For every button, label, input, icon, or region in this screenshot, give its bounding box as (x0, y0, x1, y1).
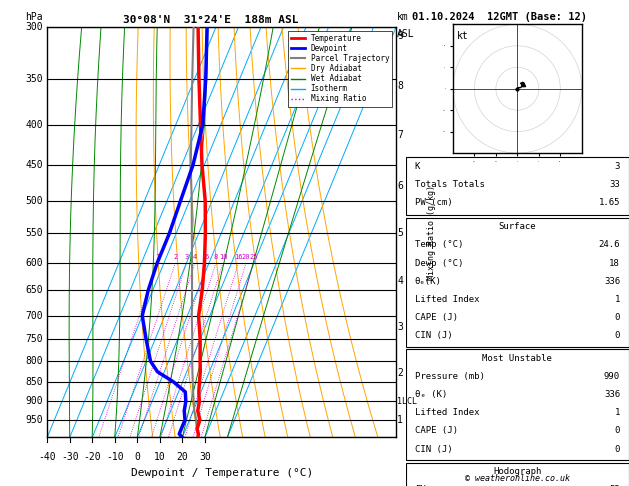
Text: 3: 3 (184, 254, 189, 260)
Bar (406, 463, 629, 486)
Text: Lifted Index: Lifted Index (415, 408, 479, 417)
Text: 0: 0 (615, 445, 620, 453)
Text: 336: 336 (604, 390, 620, 399)
Text: 550: 550 (25, 228, 43, 239)
Text: 30°08'N  31°24'E  188m ASL: 30°08'N 31°24'E 188m ASL (123, 15, 298, 25)
Text: 33: 33 (610, 180, 620, 189)
Text: ASL: ASL (398, 29, 415, 39)
Text: 4: 4 (398, 276, 403, 286)
Text: 30: 30 (199, 452, 211, 462)
Text: 9: 9 (398, 31, 403, 41)
Legend: Temperature, Dewpoint, Parcel Trajectory, Dry Adiabat, Wet Adiabat, Isotherm, Mi: Temperature, Dewpoint, Parcel Trajectory… (288, 31, 392, 106)
Text: -40: -40 (38, 452, 56, 462)
Text: 0: 0 (615, 313, 620, 322)
Text: 0: 0 (615, 427, 620, 435)
Text: 990: 990 (604, 372, 620, 381)
Text: 650: 650 (25, 285, 43, 295)
Text: 3: 3 (615, 162, 620, 171)
Text: 1: 1 (615, 295, 620, 304)
Text: Hodograph: Hodograph (493, 467, 542, 476)
Text: 900: 900 (25, 397, 43, 406)
Text: Dewpoint / Temperature (°C): Dewpoint / Temperature (°C) (131, 468, 313, 478)
Text: 7: 7 (398, 130, 403, 140)
Text: 24.6: 24.6 (599, 241, 620, 249)
Text: 300: 300 (25, 22, 43, 32)
Text: 1.65: 1.65 (599, 198, 620, 207)
Text: 600: 600 (25, 258, 43, 268)
Text: θₑ (K): θₑ (K) (415, 390, 447, 399)
Text: CIN (J): CIN (J) (415, 331, 452, 340)
Text: 6: 6 (205, 254, 209, 260)
Text: 2: 2 (173, 254, 177, 260)
Text: kt: kt (457, 31, 469, 41)
Text: 16: 16 (234, 254, 243, 260)
Text: 800: 800 (25, 356, 43, 366)
Text: θₑ(K): θₑ(K) (415, 277, 442, 286)
Text: 01.10.2024  12GMT (Base: 12): 01.10.2024 12GMT (Base: 12) (412, 12, 587, 22)
Text: 0: 0 (615, 331, 620, 340)
Text: 400: 400 (25, 120, 43, 130)
Text: hPa: hPa (25, 12, 43, 22)
Text: 10: 10 (219, 254, 227, 260)
Text: 350: 350 (25, 74, 43, 84)
Text: 2: 2 (398, 368, 403, 378)
Text: CIN (J): CIN (J) (415, 445, 452, 453)
Text: Pressure (mb): Pressure (mb) (415, 372, 484, 381)
Text: 5: 5 (398, 228, 403, 239)
Text: 850: 850 (25, 377, 43, 387)
Text: 500: 500 (25, 196, 43, 206)
Text: 20: 20 (242, 254, 250, 260)
Text: 750: 750 (25, 334, 43, 344)
Text: 20: 20 (176, 452, 188, 462)
Text: Temp (°C): Temp (°C) (415, 241, 463, 249)
Text: Mixing Ratio (g/kg): Mixing Ratio (g/kg) (426, 185, 436, 279)
Text: km: km (398, 12, 409, 22)
Text: 700: 700 (25, 311, 43, 321)
Text: © weatheronline.co.uk: © weatheronline.co.uk (465, 474, 570, 483)
Text: Totals Totals: Totals Totals (415, 180, 484, 189)
Text: 1: 1 (398, 415, 403, 425)
Text: 0: 0 (135, 452, 140, 462)
Bar (406, 157, 629, 215)
Text: 1: 1 (155, 254, 159, 260)
Text: 10: 10 (154, 452, 165, 462)
Text: Most Unstable: Most Unstable (482, 354, 552, 363)
Text: 6: 6 (398, 181, 403, 191)
Text: 336: 336 (604, 277, 620, 286)
Text: 25: 25 (250, 254, 258, 260)
Text: -30: -30 (61, 452, 79, 462)
Text: 950: 950 (25, 415, 43, 425)
Text: 3: 3 (398, 322, 403, 332)
Text: 4: 4 (192, 254, 197, 260)
Text: Lifted Index: Lifted Index (415, 295, 479, 304)
Text: K: K (415, 162, 420, 171)
Text: -20: -20 (84, 452, 101, 462)
Text: Dewp (°C): Dewp (°C) (415, 259, 463, 268)
Text: 18: 18 (610, 259, 620, 268)
Text: CAPE (J): CAPE (J) (415, 427, 458, 435)
Text: -10: -10 (106, 452, 123, 462)
Text: Surface: Surface (499, 222, 536, 231)
Bar (406, 218, 629, 347)
Text: 1: 1 (615, 408, 620, 417)
Text: CAPE (J): CAPE (J) (415, 313, 458, 322)
Text: 8: 8 (398, 81, 403, 91)
Text: 8: 8 (214, 254, 218, 260)
Text: 450: 450 (25, 160, 43, 170)
Bar (406, 349, 629, 460)
Text: PW (cm): PW (cm) (415, 198, 452, 207)
Text: 1LCL: 1LCL (398, 397, 417, 406)
